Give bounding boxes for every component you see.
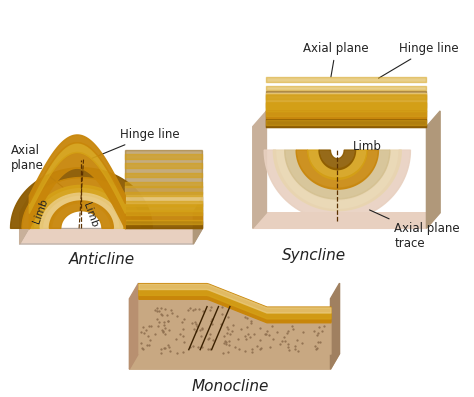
Text: Axial plane
trace: Axial plane trace: [370, 210, 460, 250]
Text: Hinge line: Hinge line: [91, 128, 180, 159]
Text: Syncline: Syncline: [283, 248, 346, 263]
Polygon shape: [10, 168, 152, 228]
Polygon shape: [253, 111, 266, 228]
Polygon shape: [125, 195, 202, 202]
Polygon shape: [296, 150, 378, 189]
Polygon shape: [40, 193, 122, 228]
Polygon shape: [264, 150, 410, 220]
Polygon shape: [253, 213, 440, 228]
Polygon shape: [125, 150, 202, 228]
Polygon shape: [330, 283, 339, 369]
Text: Anticline: Anticline: [69, 252, 135, 267]
Text: Limb: Limb: [31, 197, 49, 224]
Polygon shape: [19, 197, 29, 244]
Polygon shape: [125, 212, 202, 220]
Polygon shape: [49, 201, 113, 228]
Polygon shape: [273, 150, 401, 211]
Polygon shape: [125, 203, 202, 211]
Polygon shape: [319, 150, 356, 170]
Text: Limb: Limb: [353, 140, 382, 153]
Polygon shape: [22, 177, 141, 228]
Text: Limb: Limb: [82, 201, 100, 228]
Text: Monocline: Monocline: [191, 379, 269, 394]
Polygon shape: [19, 228, 202, 244]
Polygon shape: [285, 150, 390, 199]
Polygon shape: [308, 150, 367, 179]
Polygon shape: [193, 197, 202, 244]
Text: Hinge line: Hinge line: [379, 42, 459, 78]
Polygon shape: [31, 185, 132, 228]
Text: Axial
plane: Axial plane: [10, 144, 63, 187]
Polygon shape: [427, 111, 440, 228]
Polygon shape: [129, 283, 138, 369]
Polygon shape: [125, 186, 202, 194]
Polygon shape: [125, 220, 202, 228]
Text: Axial plane: Axial plane: [303, 42, 369, 77]
Polygon shape: [129, 354, 339, 369]
